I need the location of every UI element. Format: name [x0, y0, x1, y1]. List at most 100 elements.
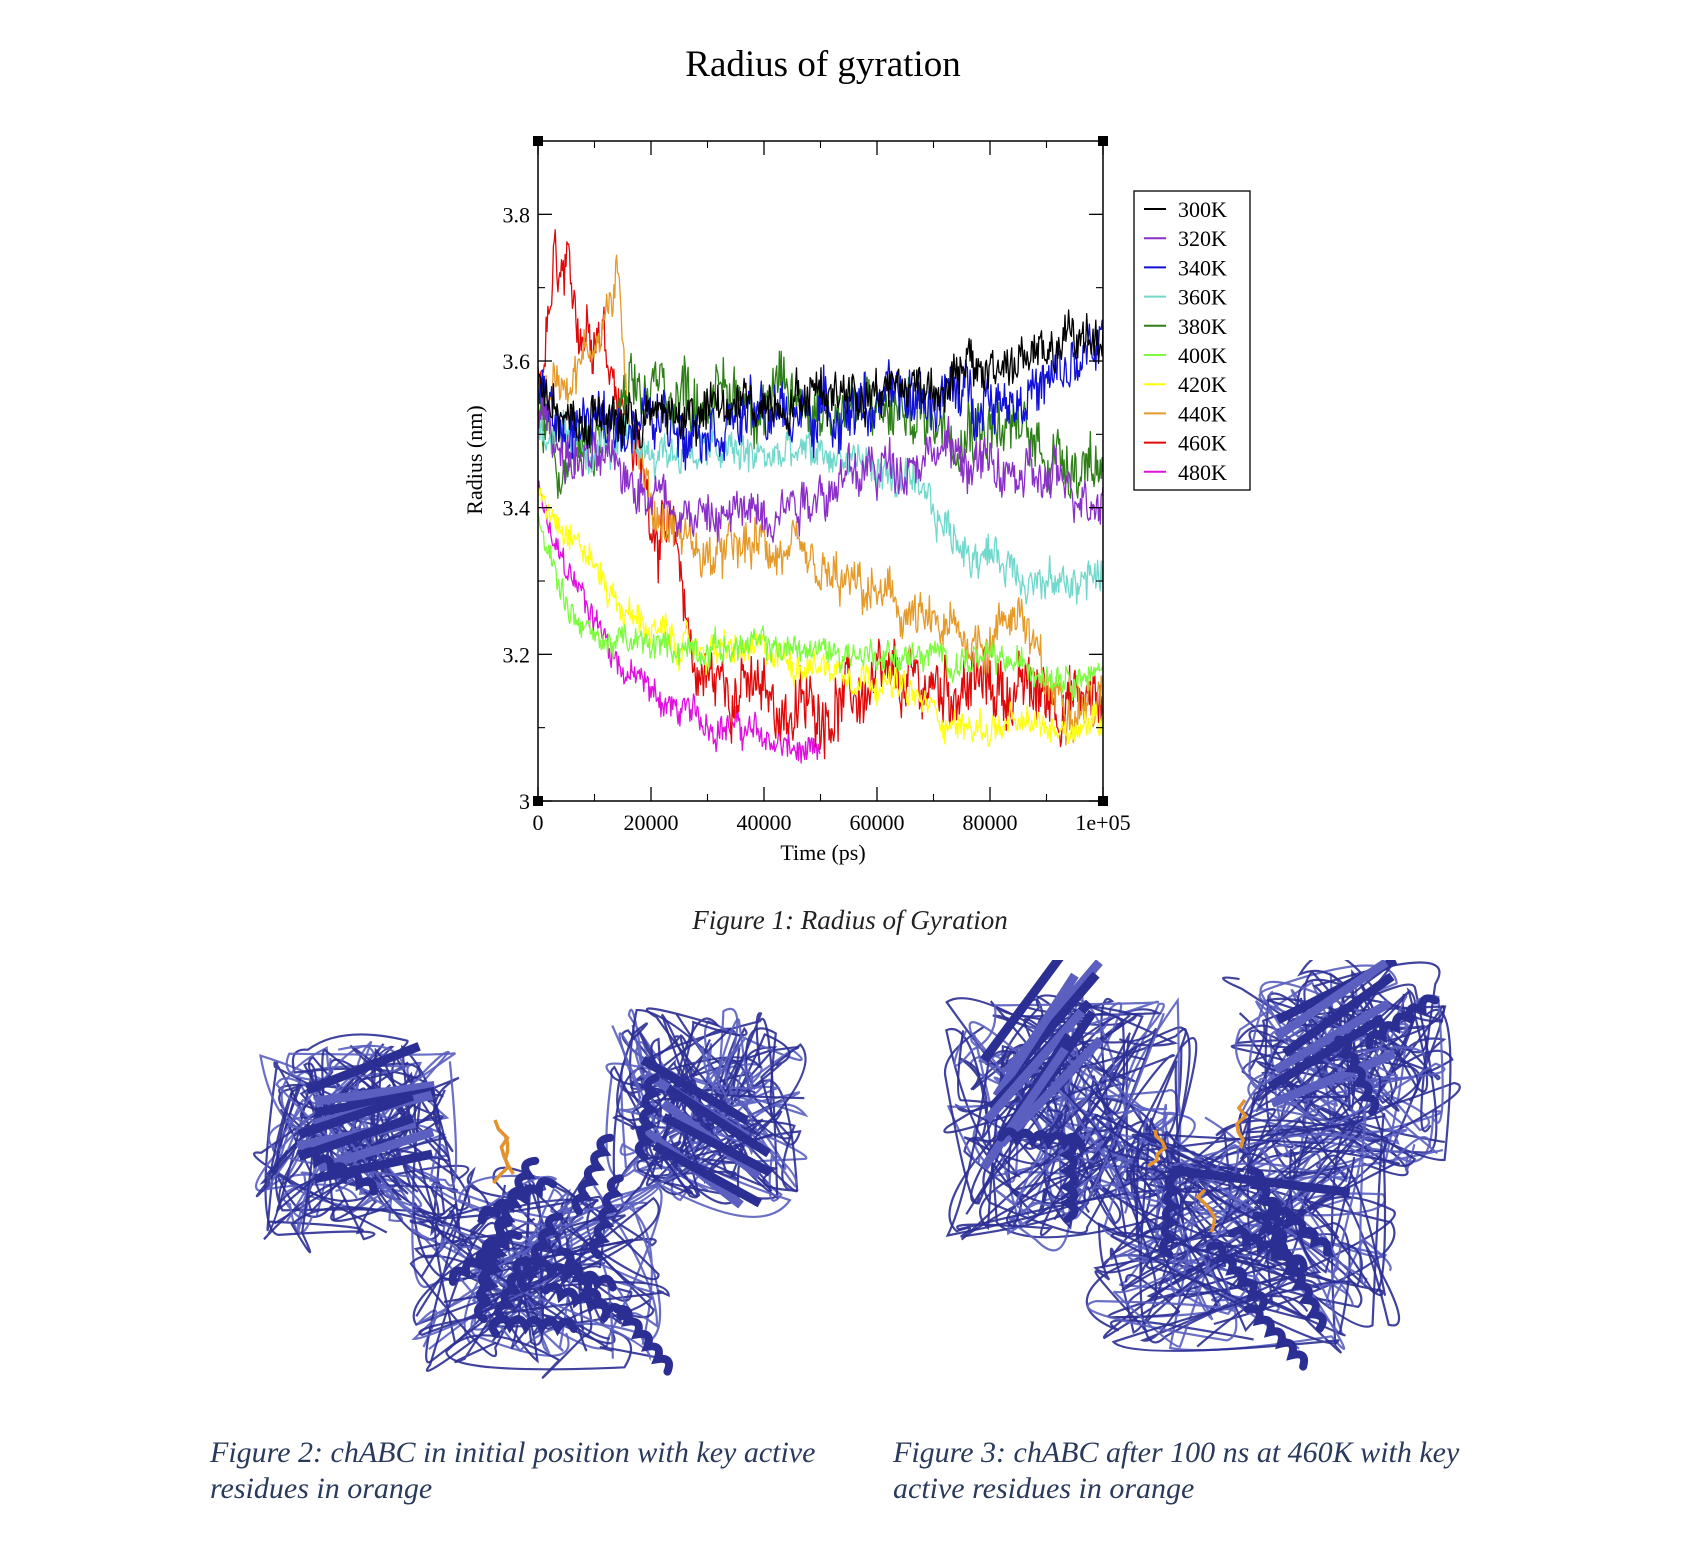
- protein-loop: [434, 1186, 641, 1379]
- protein-helix: [516, 1212, 564, 1293]
- protein-beta-strand: [665, 1084, 772, 1158]
- y-tick-label: 3.2: [503, 642, 531, 667]
- legend-label: 360K: [1178, 285, 1227, 310]
- protein-loop: [1131, 1133, 1387, 1299]
- legend-box: [1133, 190, 1251, 491]
- protein-beta-strand: [317, 1127, 435, 1173]
- protein-loop: [1258, 980, 1409, 1122]
- plot-series-group: [537, 229, 1104, 764]
- legend-label: 480K: [1178, 460, 1227, 485]
- x-tick-label: 60000: [850, 810, 905, 835]
- y-tick-label: 3.6: [503, 349, 531, 374]
- x-tick-label: 1e+05: [1075, 810, 1130, 835]
- protein-beta-strand: [1282, 972, 1395, 1057]
- protein-beta-strand: [652, 1141, 763, 1208]
- y-tick-label: 3.4: [503, 496, 531, 521]
- protein-loop: [409, 1178, 660, 1364]
- legend-label: 340K: [1178, 255, 1227, 280]
- figure-3-caption: Figure 3: chABC after 100 ns at 460K wit…: [893, 1436, 1460, 1505]
- x-tick-label: 0: [533, 810, 544, 835]
- radius-of-gyration-chart: Radius of gyration Radius (nm) Time (ps)…: [462, 44, 1251, 865]
- protein-beta-strand: [1270, 1049, 1396, 1108]
- protein-helix: [589, 1174, 624, 1260]
- protein-helix: [1246, 1166, 1288, 1250]
- legend-label: 440K: [1178, 401, 1227, 426]
- protein-beta-strand: [983, 1008, 1086, 1123]
- protein-loop: [1163, 1131, 1384, 1297]
- protein-loop: [1248, 990, 1408, 1145]
- protein-loop: [1112, 1133, 1375, 1348]
- protein-helix: [494, 1156, 540, 1238]
- protein-helix: [541, 1282, 626, 1321]
- protein-beta-strand: [980, 960, 1064, 1063]
- active-residue-orange: [1235, 1098, 1249, 1149]
- chart-title: Radius of gyration: [685, 44, 960, 85]
- protein-loop: [1101, 1148, 1356, 1283]
- protein-structure-initial-image: [252, 1007, 809, 1379]
- series-line-300K: [537, 309, 1104, 449]
- protein-helix: [1159, 1170, 1183, 1259]
- protein-structure-after-460k-image: [943, 960, 1461, 1371]
- protein-helix: [448, 1229, 523, 1286]
- x-tick-label: 20000: [624, 810, 679, 835]
- protein-loop: [439, 1187, 655, 1352]
- protein-beta-strand: [640, 1056, 749, 1125]
- figure-1-caption: Figure 1: Radius of Gyration: [692, 905, 1008, 935]
- protein-loop: [968, 1021, 1168, 1241]
- active-residue-orange: [1195, 1188, 1217, 1233]
- protein-beta-strand: [313, 1149, 434, 1184]
- protein-beta-strand: [314, 1081, 435, 1106]
- protein-helix: [613, 1305, 674, 1376]
- protein-helix: [531, 1259, 617, 1292]
- protein-loop: [1139, 1108, 1396, 1342]
- protein-helix: [571, 1133, 615, 1216]
- protein-helix: [1058, 1134, 1079, 1223]
- protein-loop: [650, 1020, 791, 1180]
- series-line-320K: [537, 397, 1104, 543]
- protein-loop: [280, 1046, 449, 1234]
- protein-helix: [298, 1147, 378, 1196]
- protein-helix: [1365, 994, 1440, 1050]
- y-axis-label: Radius (nm): [462, 405, 487, 514]
- legend-label: 420K: [1178, 372, 1227, 397]
- figure-2-caption: Figure 2: chABC in initial position with…: [210, 1436, 816, 1505]
- active-residue-orange: [1147, 1129, 1168, 1168]
- protein-loop: [1179, 1110, 1392, 1307]
- y-tick-label: 3.8: [503, 202, 531, 227]
- protein-beta-strand: [997, 1036, 1104, 1148]
- protein-beta-strand: [661, 1113, 773, 1177]
- series-line-420K: [537, 487, 1104, 748]
- legend-label: 460K: [1178, 431, 1227, 456]
- protein-beta-strand: [1274, 960, 1389, 1041]
- active-residue-orange: [493, 1119, 515, 1175]
- protein-helix: [1260, 1196, 1332, 1257]
- protein-loop: [1086, 1148, 1339, 1342]
- x-tick-label: 40000: [737, 810, 792, 835]
- protein-helix: [489, 1314, 578, 1337]
- plot-axes-group: 0 20000 40000 60000 80000 1e+05 3 3.2 3.4 3.6 3.8: [503, 136, 1131, 835]
- protein-beta-strand: [1273, 999, 1392, 1074]
- protein-helix: [1334, 1035, 1380, 1117]
- protein-helix: [1206, 1241, 1268, 1312]
- series-line-460K: [537, 229, 1104, 760]
- series-line-480K: [537, 480, 821, 764]
- x-axis-label: Time (ps): [780, 840, 865, 865]
- protein-beta-strand: [297, 1091, 415, 1139]
- protein-helix: [473, 1235, 500, 1324]
- protein-loop: [255, 1045, 395, 1198]
- active-residue-orange: [492, 1134, 511, 1185]
- protein-beta-strand: [1267, 1014, 1386, 1091]
- y-tick-label: 3: [519, 789, 530, 814]
- protein-helix: [1243, 1304, 1309, 1371]
- protein-helix: [1280, 1252, 1327, 1333]
- chart-legend: 300K 320K 340K 360K 380K 400K 420K 440K 460K 480K: [1133, 190, 1251, 491]
- protein-helix: [634, 1073, 662, 1162]
- protein-loop: [252, 1033, 444, 1234]
- legend-label: 400K: [1178, 343, 1227, 368]
- protein-beta-strand: [979, 1046, 1069, 1171]
- legend-label: 300K: [1178, 197, 1227, 222]
- x-tick-label: 80000: [963, 810, 1018, 835]
- protein-beta-strand: [297, 1113, 415, 1161]
- legend-label: 380K: [1178, 314, 1227, 339]
- legend-label: 320K: [1178, 226, 1227, 251]
